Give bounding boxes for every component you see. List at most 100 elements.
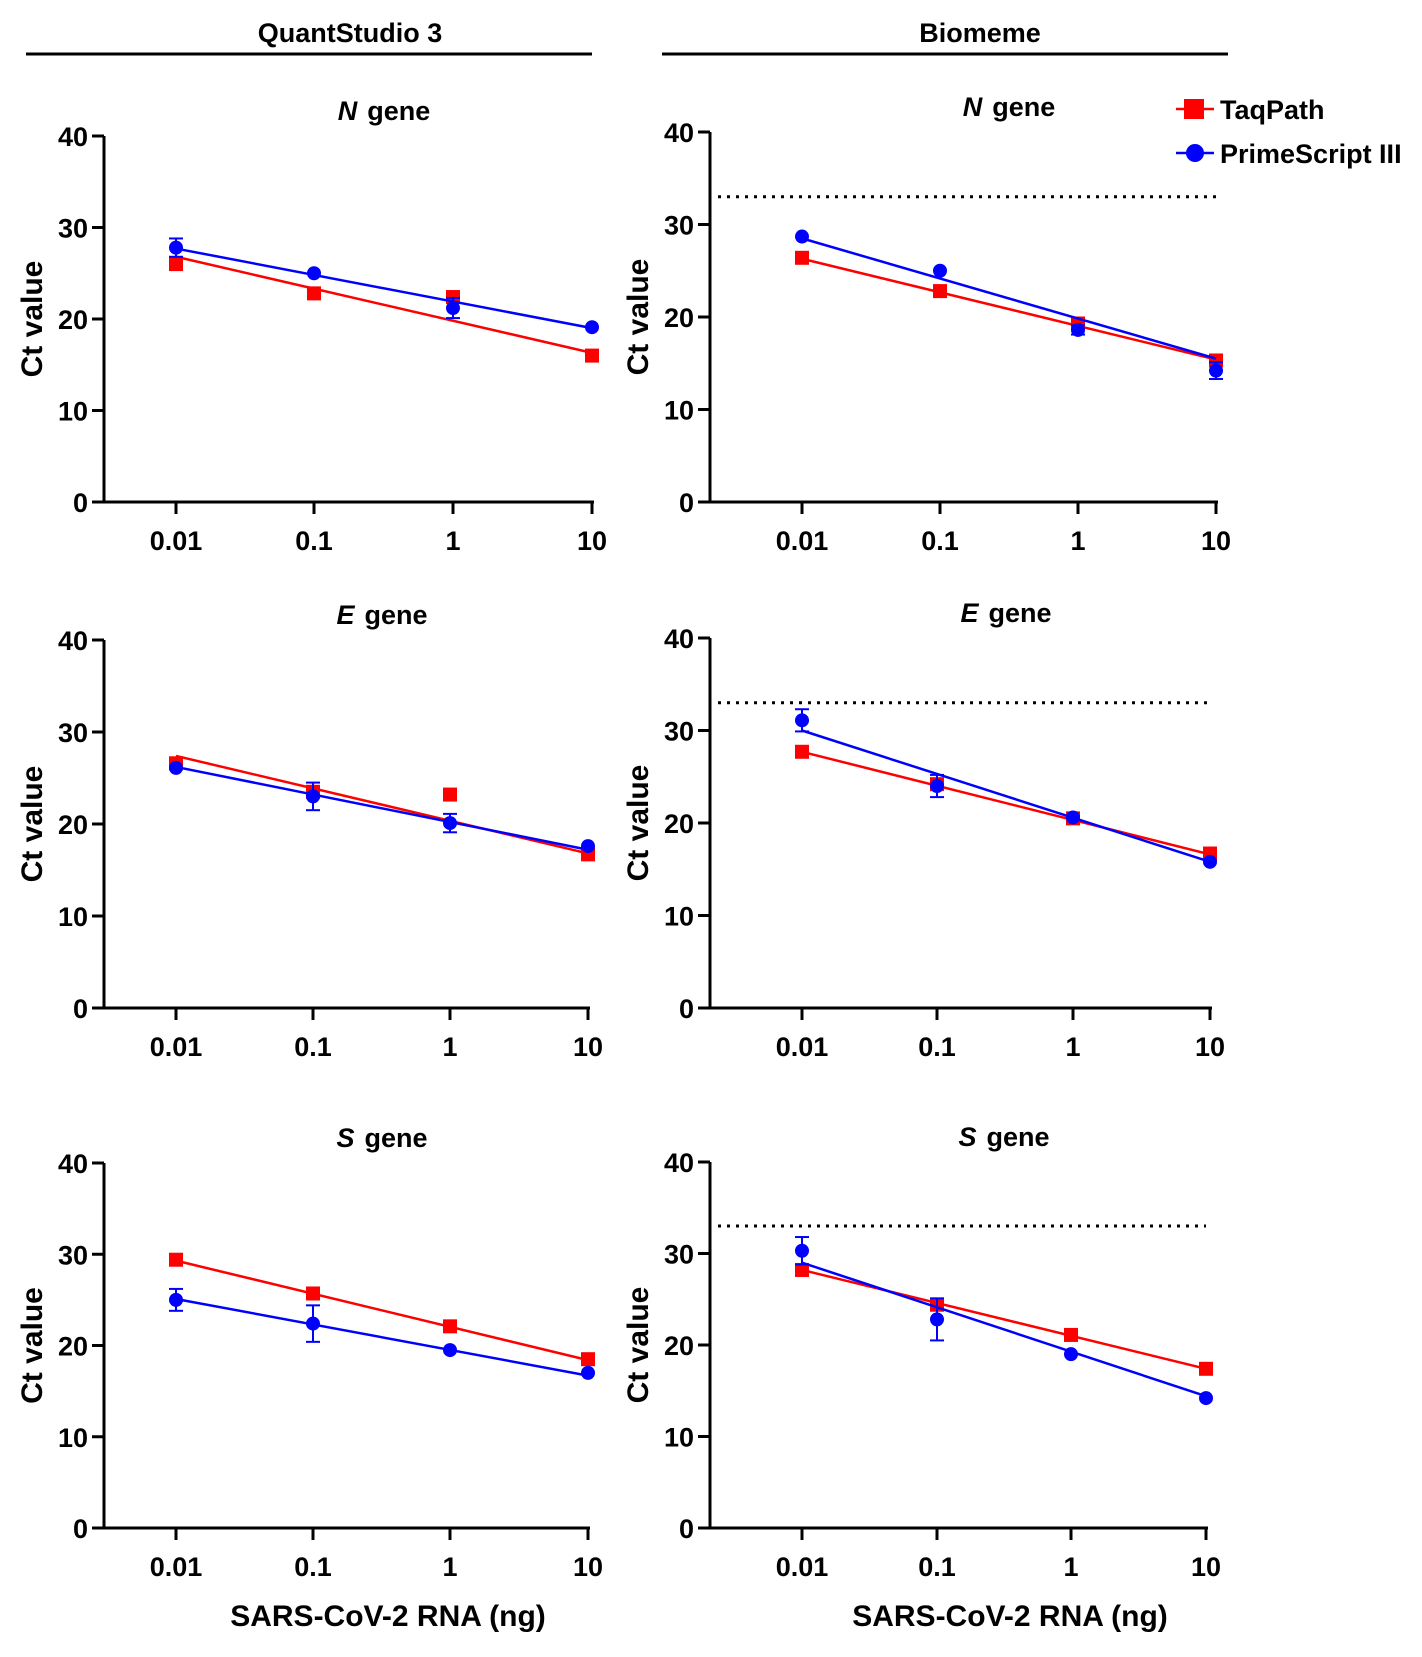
taqpath-point [795, 744, 809, 759]
taqpath-fit-line [801, 750, 1211, 856]
taqpath-point [169, 1252, 183, 1267]
taqpath-point [443, 1319, 457, 1334]
legend-taqpath-marker [1184, 99, 1204, 119]
y-tick-label: 10 [664, 902, 694, 932]
primescript-point [795, 1243, 809, 1258]
x-tick-label: 0.01 [150, 526, 203, 556]
x-tick-label: 10 [577, 526, 607, 556]
x-axis-label: SARS-CoV-2 RNA (ng) [230, 1600, 546, 1633]
primescript-point [1071, 322, 1085, 337]
x-tick-label: 0.1 [918, 1032, 956, 1062]
primescript-point [795, 229, 809, 244]
taqpath-point [443, 787, 457, 802]
panel-title-suffix: gene [992, 92, 1055, 122]
y-tick-label: 0 [679, 1514, 694, 1544]
header-biomeme: Biomeme [919, 18, 1041, 48]
y-tick-label: 10 [58, 397, 88, 427]
x-tick-label: 1 [442, 1032, 457, 1062]
y-axis-label: Ct value [622, 259, 655, 376]
taqpath-point [306, 1286, 320, 1301]
x-tick-label: 10 [573, 1552, 603, 1582]
x-axis-label: SARS-CoV-2 RNA (ng) [852, 1600, 1168, 1633]
taqpath-point [933, 284, 947, 299]
taqpath-point [307, 286, 321, 301]
taqpath-point [169, 257, 183, 272]
primescript-point [933, 263, 947, 278]
y-tick-label: 30 [58, 718, 88, 748]
x-tick-label: 0.01 [776, 526, 829, 556]
legend-taqpath-label: TaqPath [1220, 95, 1325, 125]
taqpath-point [1199, 1361, 1213, 1376]
panel-title-suffix: gene [986, 1122, 1049, 1152]
x-tick-label: 0.1 [921, 526, 959, 556]
taqpath-fit-line [801, 1268, 1207, 1371]
x-tick-label: 1 [1070, 526, 1085, 556]
primescript-point [307, 266, 321, 281]
x-tick-label: 10 [1201, 526, 1231, 556]
primescript-point [169, 240, 183, 255]
panel-title-gene: E [960, 598, 979, 628]
y-tick-label: 10 [58, 1423, 88, 1453]
y-tick-label: 30 [664, 717, 694, 747]
y-tick-label: 20 [58, 305, 88, 335]
y-tick-label: 30 [664, 211, 694, 241]
x-tick-label: 10 [1195, 1032, 1225, 1062]
x-tick-label: 0.01 [776, 1032, 829, 1062]
taqpath-point [795, 250, 809, 265]
primescript-fit-line [801, 729, 1211, 864]
taqpath-point [581, 1352, 595, 1367]
x-tick-label: 1 [442, 1552, 457, 1582]
primescript-point [443, 816, 457, 831]
panel-title-suffix: gene [988, 598, 1051, 628]
y-tick-label: 40 [58, 626, 88, 656]
header-quantstudio: QuantStudio 3 [258, 18, 443, 48]
primescript-fit-line [175, 247, 593, 330]
primescript-point [1199, 1391, 1213, 1406]
primescript-point [1066, 810, 1080, 825]
y-tick-label: 10 [58, 902, 88, 932]
x-tick-label: 1 [445, 526, 460, 556]
taqpath-fit-line [175, 255, 593, 355]
legend: TaqPath PrimeScript III [1176, 95, 1402, 169]
primescript-point [1209, 363, 1223, 378]
legend-primescript-marker [1186, 144, 1204, 162]
primescript-point [930, 779, 944, 793]
primescript-point [581, 839, 595, 854]
y-axis-label: Ct value [16, 766, 49, 883]
taqpath-fit-line [801, 257, 1217, 361]
primescript-point [930, 1312, 944, 1327]
taqpath-point [1064, 1327, 1078, 1342]
panel-title-gene: N [963, 92, 983, 122]
panel-title-suffix: gene [364, 1123, 427, 1153]
y-tick-label: 20 [58, 810, 88, 840]
y-tick-label: 0 [679, 488, 694, 518]
primescript-point [585, 320, 599, 335]
y-tick-label: 40 [58, 1149, 88, 1179]
y-tick-label: 20 [664, 1331, 694, 1361]
y-tick-label: 30 [664, 1240, 694, 1270]
taqpath-point [795, 1262, 809, 1277]
y-tick-label: 40 [664, 1148, 694, 1178]
x-tick-label: 0.1 [294, 1552, 332, 1582]
x-tick-label: 10 [573, 1032, 603, 1062]
panel-title-gene: E [336, 600, 355, 630]
x-tick-label: 0.01 [776, 1552, 829, 1582]
primescript-point [169, 1292, 183, 1307]
x-tick-label: 0.1 [918, 1552, 956, 1582]
y-tick-label: 0 [73, 994, 88, 1024]
taqpath-fit-line [175, 1259, 589, 1362]
x-tick-label: 0.1 [294, 1032, 332, 1062]
y-tick-label: 30 [58, 214, 88, 244]
primescript-fit-line [801, 1261, 1207, 1398]
taqpath-fit-line [175, 754, 589, 855]
primescript-fit-line [175, 1297, 589, 1377]
panel-title-suffix: gene [367, 96, 430, 126]
y-tick-label: 40 [664, 118, 694, 148]
